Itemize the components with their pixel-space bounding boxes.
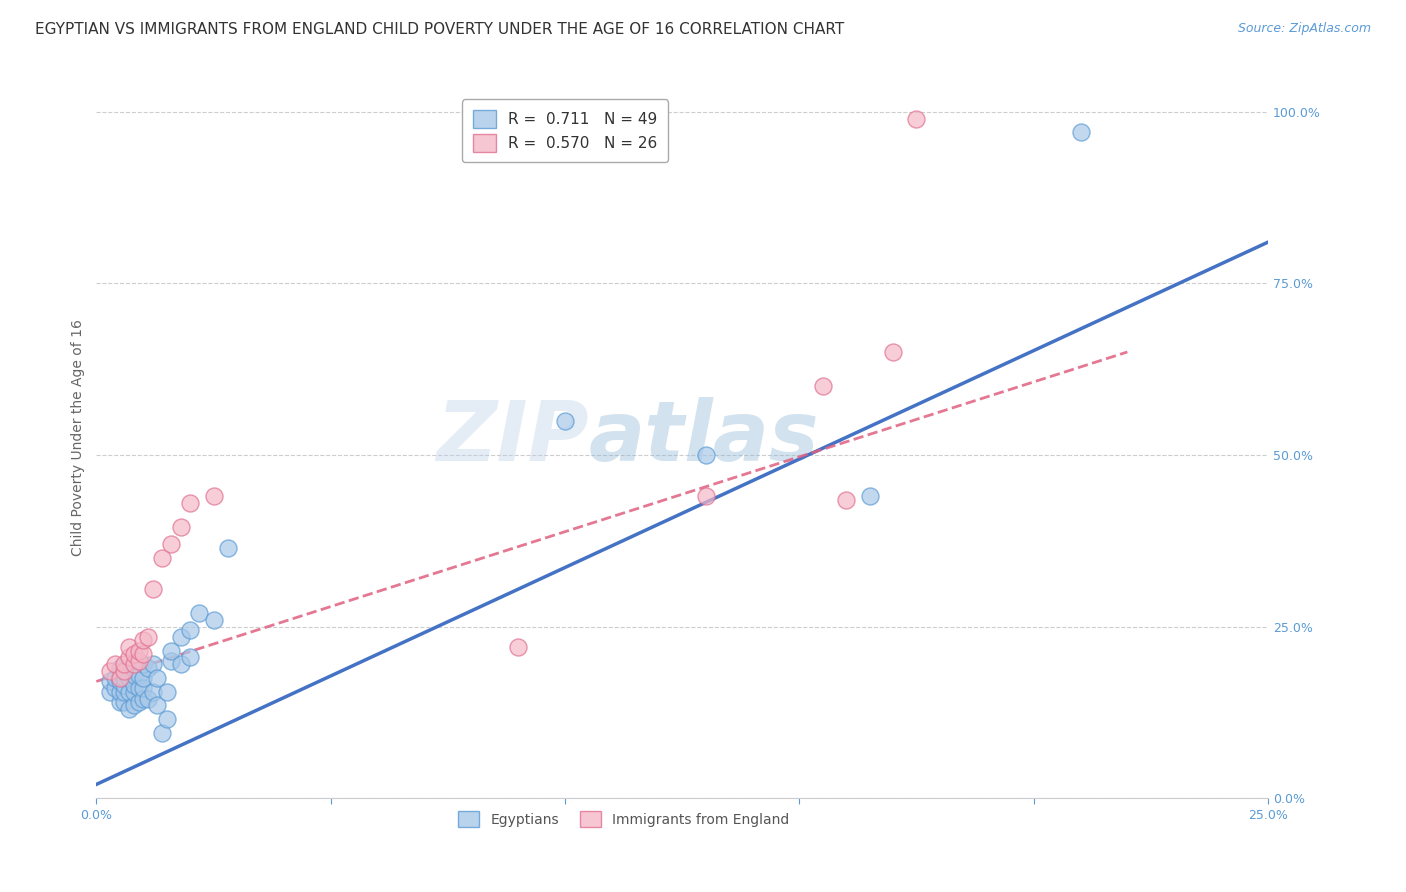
- Point: [118, 702, 141, 716]
- Point: [100, 664, 122, 678]
- Point: [128, 654, 150, 668]
- Point: [108, 684, 131, 698]
- Point: [554, 414, 576, 428]
- Point: [156, 712, 179, 726]
- Point: [122, 657, 145, 672]
- Point: [118, 650, 141, 665]
- Point: [202, 489, 225, 503]
- Point: [835, 492, 858, 507]
- Point: [128, 667, 150, 681]
- Point: [142, 582, 165, 596]
- Point: [170, 520, 193, 534]
- Point: [170, 657, 193, 672]
- Point: [108, 671, 131, 685]
- Point: [108, 661, 131, 675]
- Point: [508, 640, 530, 654]
- Point: [114, 657, 136, 672]
- Point: [146, 698, 169, 713]
- Point: [132, 657, 155, 672]
- Point: [104, 671, 127, 685]
- Point: [114, 664, 136, 678]
- Point: [150, 550, 173, 565]
- Point: [132, 691, 155, 706]
- Point: [132, 681, 155, 696]
- Point: [122, 667, 145, 681]
- Point: [202, 613, 225, 627]
- Point: [104, 681, 127, 696]
- Point: [146, 671, 169, 685]
- Point: [114, 695, 136, 709]
- Point: [108, 664, 131, 678]
- Point: [100, 674, 122, 689]
- Point: [179, 623, 201, 637]
- Point: [122, 684, 145, 698]
- Text: ZIP: ZIP: [436, 397, 589, 478]
- Text: atlas: atlas: [589, 397, 820, 478]
- Point: [122, 647, 145, 661]
- Point: [695, 489, 717, 503]
- Y-axis label: Child Poverty Under the Age of 16: Child Poverty Under the Age of 16: [72, 319, 86, 557]
- Point: [150, 726, 173, 740]
- Point: [905, 112, 928, 126]
- Point: [128, 681, 150, 696]
- Point: [136, 661, 159, 675]
- Point: [118, 640, 141, 654]
- Point: [142, 657, 165, 672]
- Point: [217, 541, 239, 555]
- Point: [128, 643, 150, 657]
- Point: [170, 630, 193, 644]
- Point: [1069, 125, 1091, 139]
- Point: [132, 633, 155, 648]
- Point: [882, 345, 904, 359]
- Point: [100, 684, 122, 698]
- Point: [118, 684, 141, 698]
- Text: Source: ZipAtlas.com: Source: ZipAtlas.com: [1237, 22, 1371, 36]
- Point: [695, 448, 717, 462]
- Point: [179, 496, 201, 510]
- Point: [811, 379, 834, 393]
- Point: [128, 695, 150, 709]
- Point: [136, 691, 159, 706]
- Point: [142, 684, 165, 698]
- Point: [122, 678, 145, 692]
- Point: [188, 606, 211, 620]
- Point: [132, 647, 155, 661]
- Point: [114, 678, 136, 692]
- Point: [122, 698, 145, 713]
- Point: [104, 657, 127, 672]
- Legend: Egyptians, Immigrants from England: Egyptians, Immigrants from England: [451, 805, 796, 834]
- Point: [136, 630, 159, 644]
- Point: [160, 654, 183, 668]
- Point: [108, 695, 131, 709]
- Point: [179, 650, 201, 665]
- Point: [859, 489, 882, 503]
- Text: EGYPTIAN VS IMMIGRANTS FROM ENGLAND CHILD POVERTY UNDER THE AGE OF 16 CORRELATIO: EGYPTIAN VS IMMIGRANTS FROM ENGLAND CHIL…: [35, 22, 845, 37]
- Point: [114, 684, 136, 698]
- Point: [160, 537, 183, 551]
- Point: [108, 674, 131, 689]
- Point: [156, 684, 179, 698]
- Point: [118, 671, 141, 685]
- Point: [114, 671, 136, 685]
- Point: [160, 643, 183, 657]
- Point: [132, 671, 155, 685]
